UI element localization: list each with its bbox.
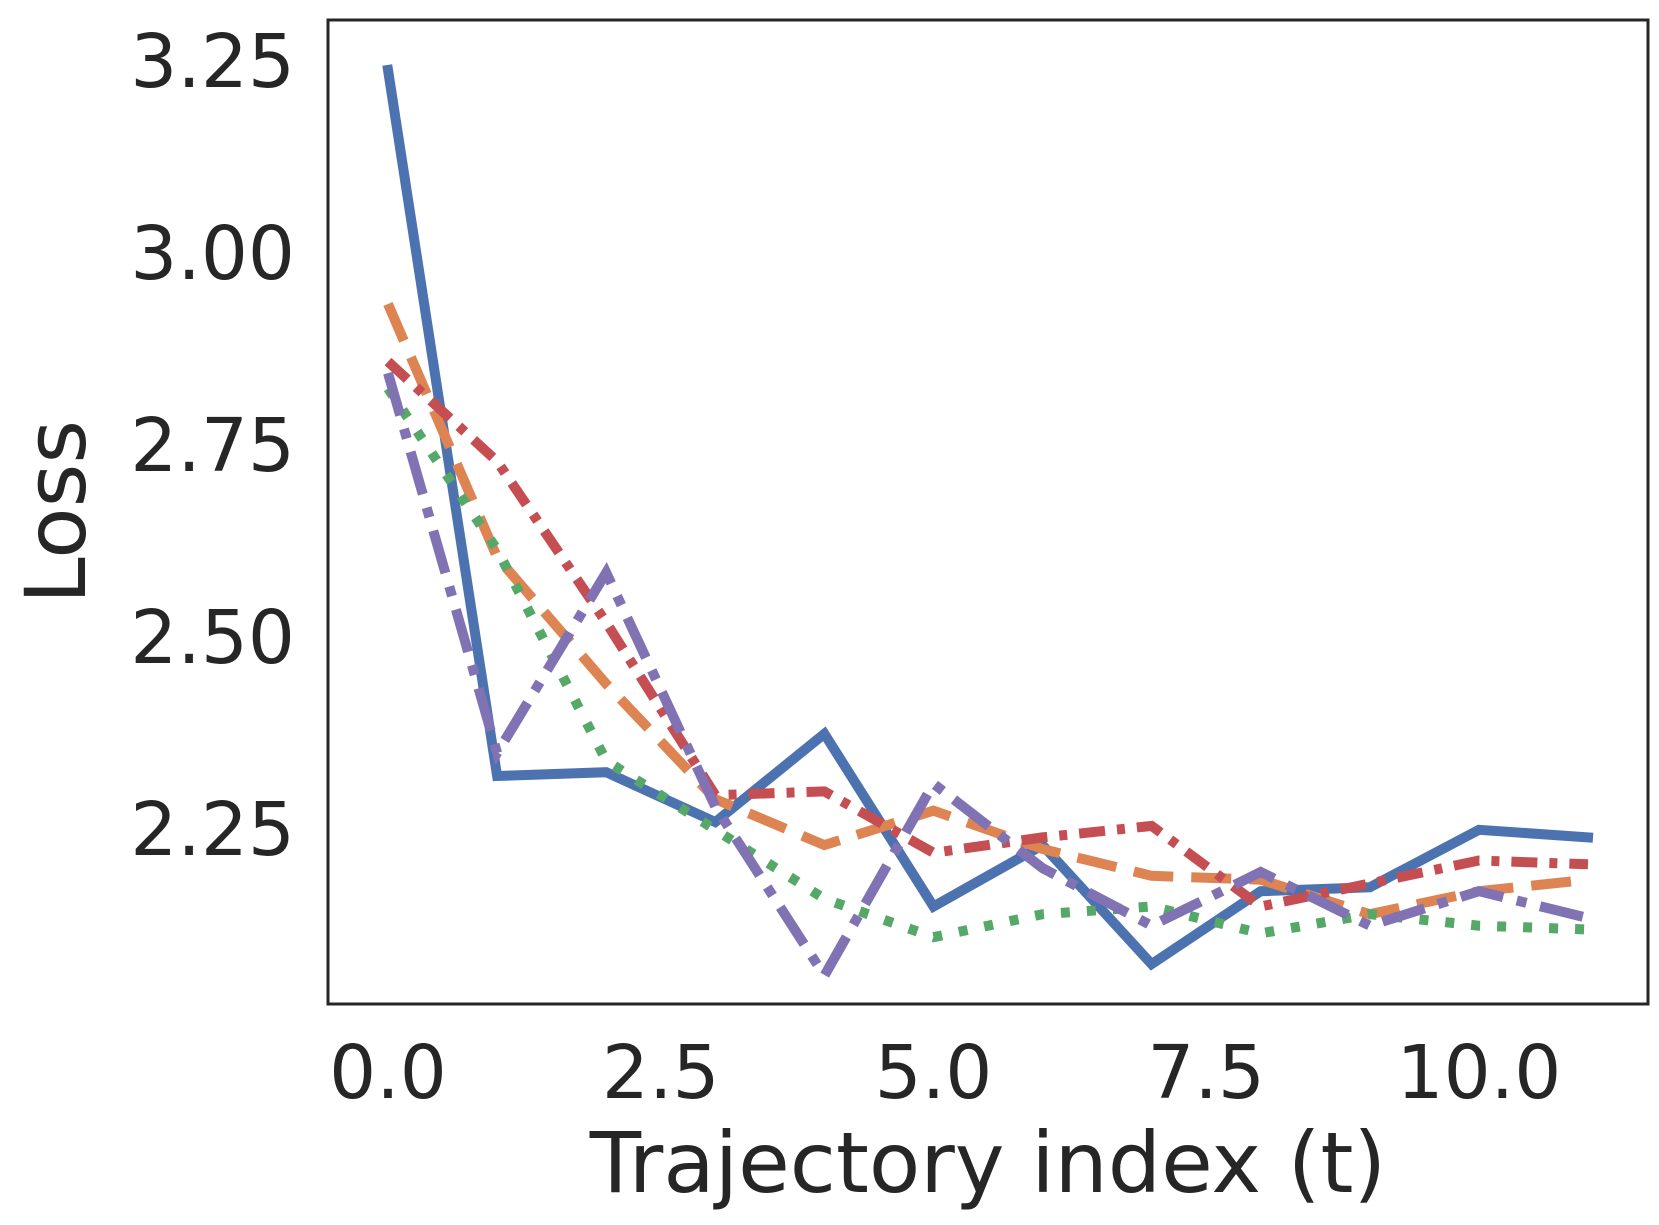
- y-tick-label: 2.25: [130, 787, 295, 873]
- series-line-3: [383, 385, 1589, 943]
- y-tick-label: 3.00: [130, 211, 295, 297]
- y-axis-label: Loss: [7, 420, 105, 604]
- y-tick-label: 2.50: [130, 595, 295, 681]
- x-tick-label: 2.5: [602, 1030, 720, 1116]
- x-axis-ticks: 0.0 2.5 5.0 7.5 10.0: [329, 1030, 1561, 1116]
- plot-frame: [326, 18, 1650, 1006]
- series-line-5: [383, 371, 1590, 986]
- x-tick-label: 10.0: [1397, 1030, 1562, 1116]
- y-tick-label: 2.75: [130, 403, 295, 489]
- y-tick-label: 3.25: [130, 19, 295, 105]
- x-tick-label: 5.0: [875, 1030, 993, 1116]
- x-tick-label: 7.5: [1147, 1030, 1265, 1116]
- series-layer: [382, 64, 1594, 986]
- x-axis-label: Trajectory index (t): [589, 1114, 1386, 1212]
- y-axis-ticks: 2.25 2.50 2.75 3.00 3.25: [130, 19, 295, 873]
- x-tick-label: 0.0: [329, 1030, 447, 1116]
- series-line-1: [382, 64, 1594, 971]
- series-line-2: [383, 302, 1589, 920]
